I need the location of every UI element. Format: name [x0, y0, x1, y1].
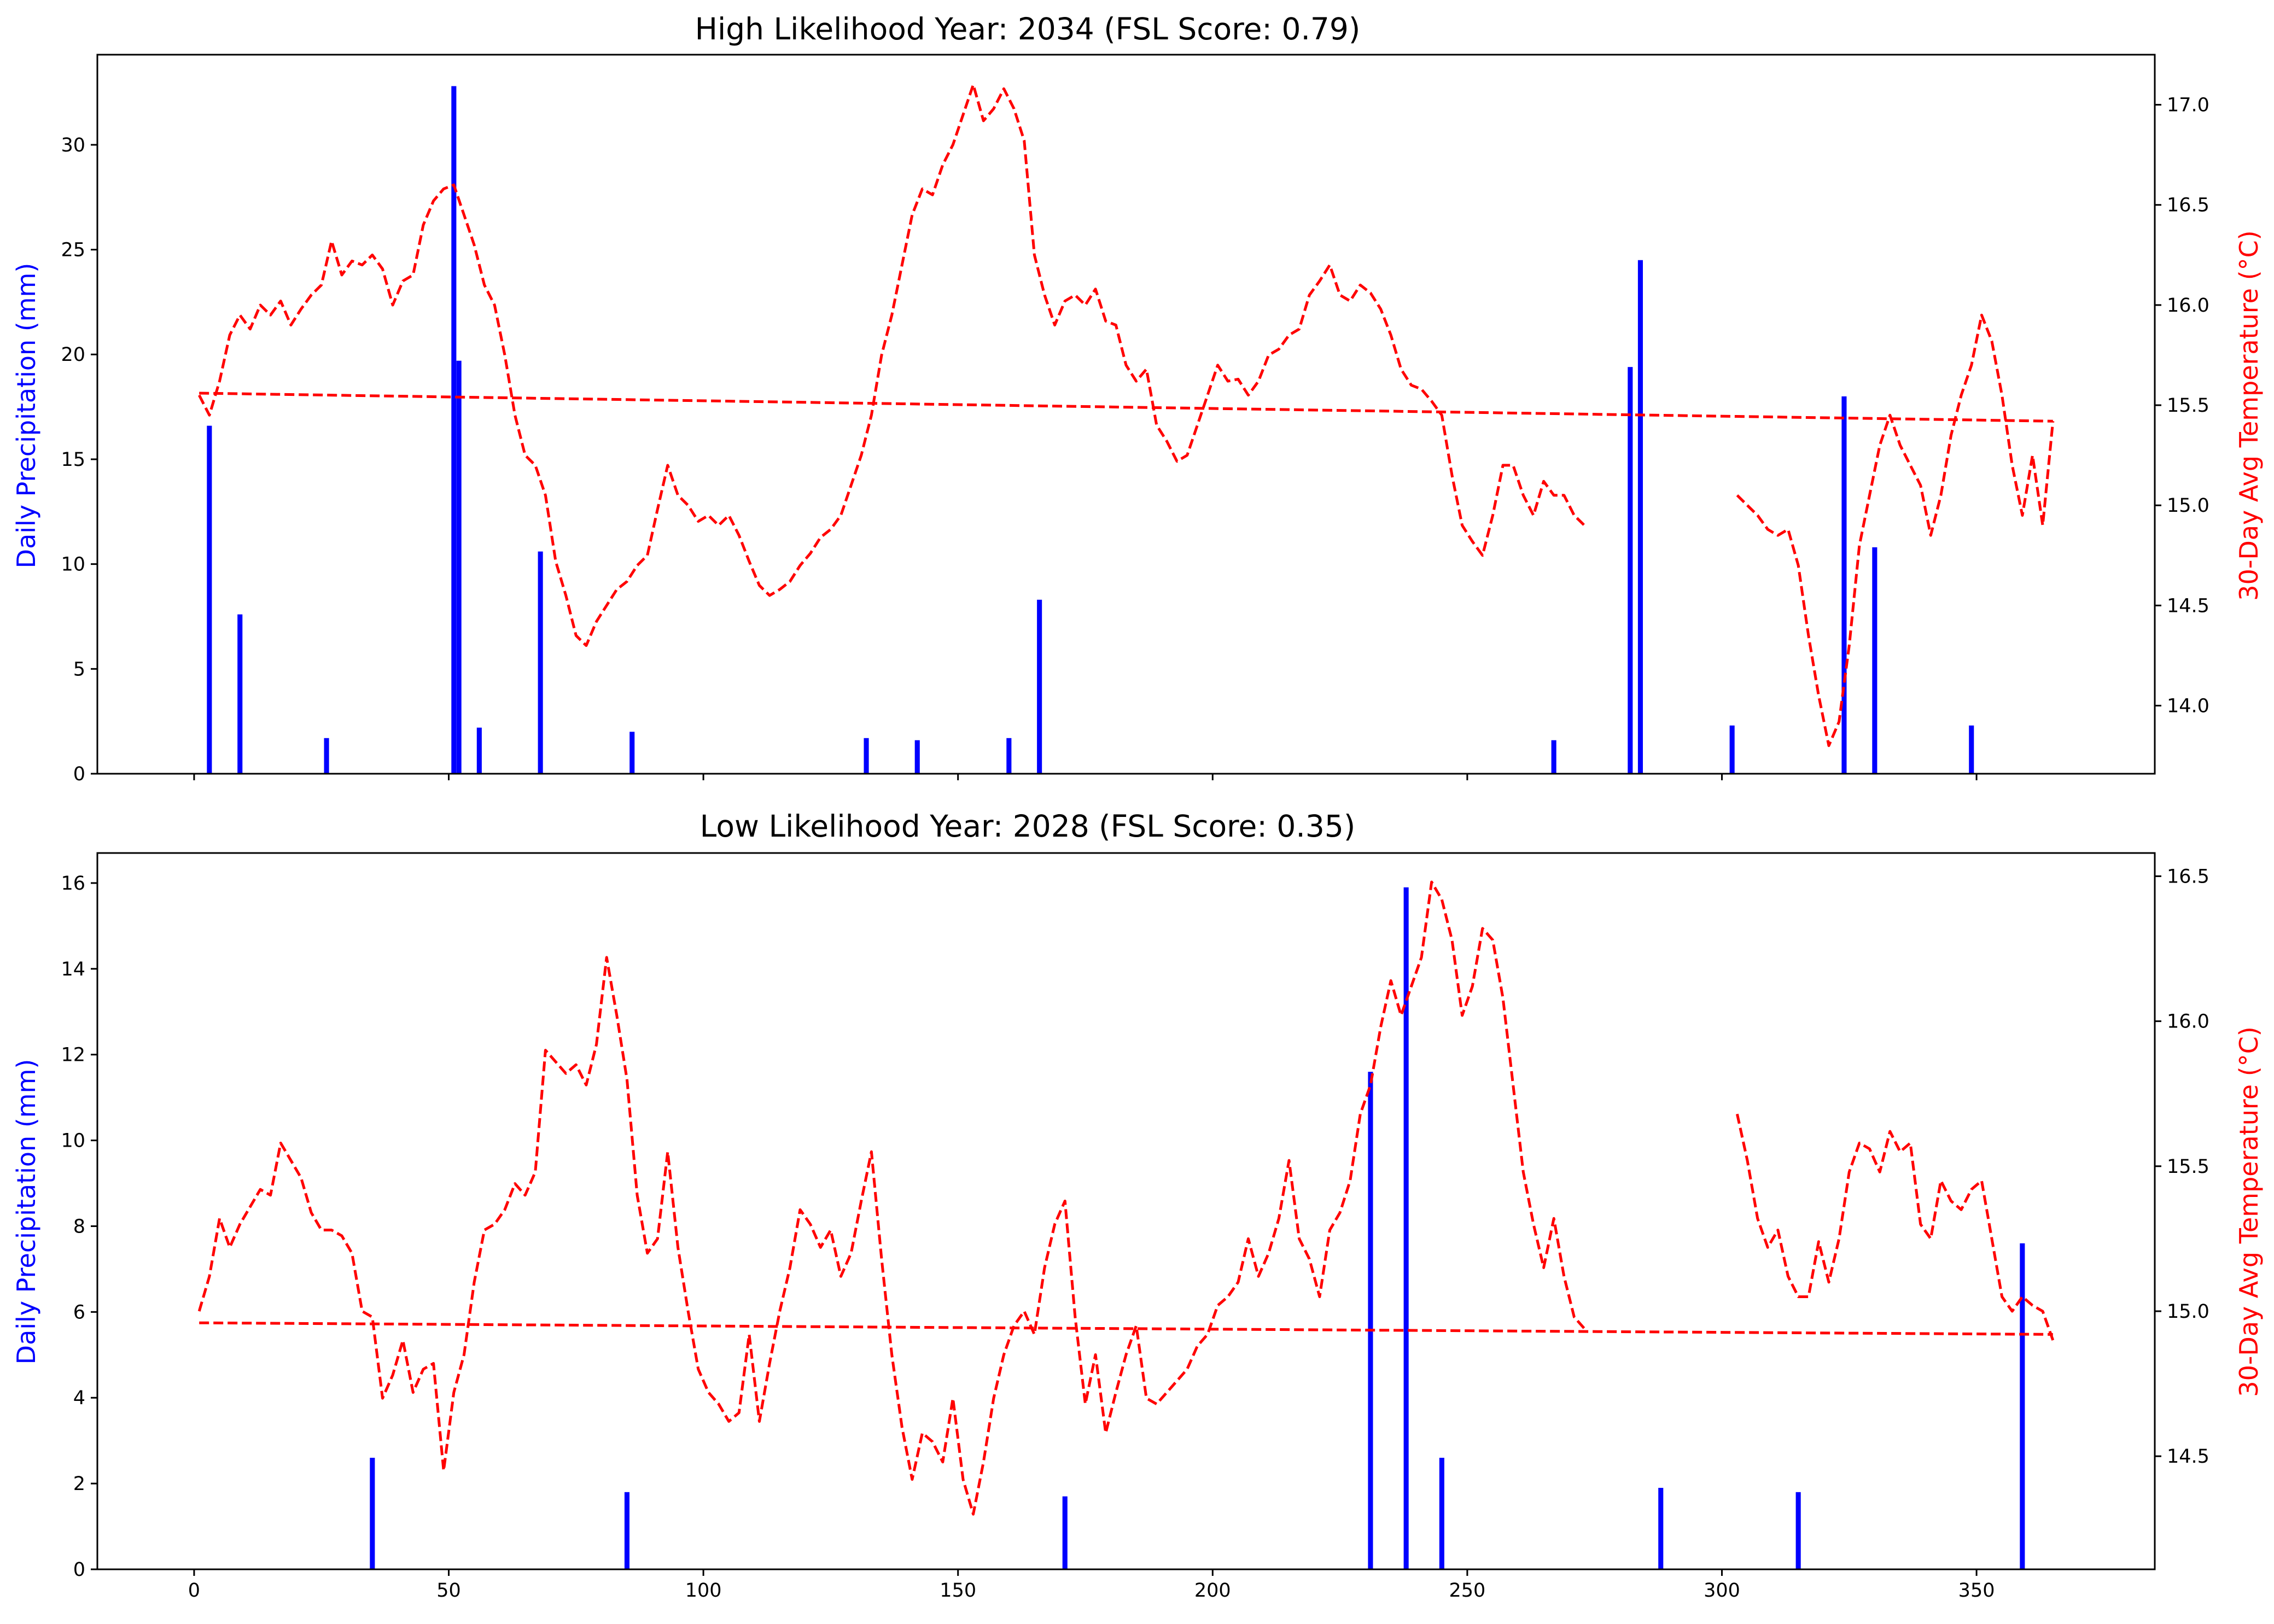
bottom-panel-low-likelihood: Low Likelihood Year: 2028 (FSL Score: 0.…	[11, 809, 2264, 1602]
y2-tick-label: 14.5	[2167, 1446, 2209, 1468]
y-tick-label: 10	[61, 554, 85, 576]
bottom-temp-ylabel: 30-Day Avg Temperature (°C)	[2234, 1026, 2264, 1397]
bottom-panel-title: Low Likelihood Year: 2028 (FSL Score: 0.…	[700, 809, 1356, 844]
top-precipitation-bars	[207, 86, 1974, 774]
precip-bar	[476, 727, 482, 774]
y-tick-label: 6	[73, 1301, 85, 1323]
temperature-line	[1736, 313, 2055, 747]
y-tick-label: 12	[61, 1044, 85, 1066]
x-tick-label: 300	[1704, 1580, 1740, 1602]
precip-bar	[2020, 1243, 2025, 1569]
y-tick-label: 25	[61, 239, 85, 261]
y-tick-label: 10	[61, 1130, 85, 1152]
precip-bar	[1729, 725, 1735, 774]
x-tick-label: 350	[1958, 1580, 1995, 1602]
y-tick-label: 14	[61, 959, 85, 980]
x-tick-label: 100	[685, 1580, 722, 1602]
y-tick-label: 2	[73, 1473, 85, 1495]
precip-bar	[207, 425, 212, 774]
x-tick-label: 200	[1194, 1580, 1231, 1602]
y2-tick-label: 16.0	[2167, 1011, 2209, 1033]
precip-bar	[538, 551, 543, 774]
precip-bar	[237, 614, 243, 774]
top-temp-ylabel: 30-Day Avg Temperature (°C)	[2234, 230, 2264, 600]
precip-bar	[1006, 738, 1012, 774]
precip-bar	[1841, 396, 1847, 774]
y2-tick-label: 16.5	[2167, 866, 2209, 887]
bottom-precipitation-bars	[370, 887, 2025, 1569]
precip-bar	[1658, 1488, 1664, 1569]
y2-tick-label: 15.5	[2167, 1156, 2209, 1178]
precip-bar	[451, 86, 457, 774]
precip-bar	[324, 738, 329, 774]
precip-bar	[456, 360, 462, 774]
y-tick-label: 0	[73, 763, 85, 785]
y-tick-label: 16	[61, 873, 85, 895]
x-tick-label: 50	[436, 1580, 461, 1602]
y2-tick-label: 14.5	[2167, 595, 2209, 617]
temperature-trend-line	[199, 392, 2053, 423]
temperature-line	[197, 83, 1585, 647]
y-tick-label: 4	[73, 1387, 85, 1409]
temperature-trend-line	[199, 1321, 2053, 1336]
top-temperature-lines	[197, 83, 2055, 747]
top-panel-title: High Likelihood Year: 2034 (FSL Score: 0…	[695, 11, 1361, 46]
precip-bar	[1872, 547, 1877, 774]
y-tick-label: 8	[73, 1216, 85, 1237]
precip-bar	[1551, 740, 1556, 774]
top-panel-high-likelihood: High Likelihood Year: 2034 (FSL Score: 0…	[11, 11, 2264, 785]
temperature-line	[197, 880, 1585, 1516]
precip-bar	[1969, 725, 1974, 774]
top-precip-ylabel: Daily Precipitation (mm)	[11, 263, 41, 569]
plot-frame	[96, 852, 2156, 1570]
x-tick-label: 150	[940, 1580, 976, 1602]
precip-bar	[914, 740, 920, 774]
y-tick-label: 20	[61, 344, 85, 366]
temperature-line	[1735, 1113, 2055, 1341]
precip-bar	[1403, 887, 1409, 1569]
y2-tick-label: 17.0	[2167, 95, 2209, 116]
y2-tick-label: 15.0	[2167, 495, 2209, 517]
y-tick-label: 5	[73, 658, 85, 680]
plot-frame	[96, 54, 2156, 775]
top-axes: 0 5 10 15 20 25 30 14.0 14.5 15.0 15.5 16.0 16.5 17.0	[61, 54, 2209, 785]
bottom-precip-ylabel: Daily Precipitation (mm)	[11, 1059, 41, 1365]
y-tick-label: 15	[61, 449, 85, 471]
precip-bar	[1628, 367, 1633, 774]
y2-tick-label: 15.0	[2167, 1301, 2209, 1323]
precip-bar	[1368, 1072, 1373, 1569]
precip-bar	[370, 1458, 375, 1569]
y-tick-label: 30	[61, 135, 85, 156]
precip-bar	[864, 738, 869, 774]
y-tick-label: 0	[73, 1559, 85, 1581]
precip-bar	[624, 1492, 629, 1569]
bottom-temperature-lines	[197, 880, 2055, 1516]
y2-tick-label: 16.0	[2167, 295, 2209, 317]
x-tick-label: 0	[188, 1580, 200, 1602]
x-tick-label: 250	[1449, 1580, 1485, 1602]
precip-bar	[629, 732, 635, 774]
precip-bar	[1037, 599, 1042, 774]
bottom-axes: 0 50 100 150 200 250 300 350 0 2 4 6 8 10 12 14 16 14.5 15…	[61, 852, 2209, 1602]
y2-tick-label: 14.0	[2167, 695, 2209, 717]
precip-bar	[1439, 1458, 1444, 1569]
y2-tick-label: 16.5	[2167, 195, 2209, 217]
y2-tick-label: 15.5	[2167, 395, 2209, 417]
precip-bar	[1062, 1496, 1068, 1569]
precip-bar	[1795, 1492, 1801, 1569]
precip-bar	[1637, 260, 1643, 774]
